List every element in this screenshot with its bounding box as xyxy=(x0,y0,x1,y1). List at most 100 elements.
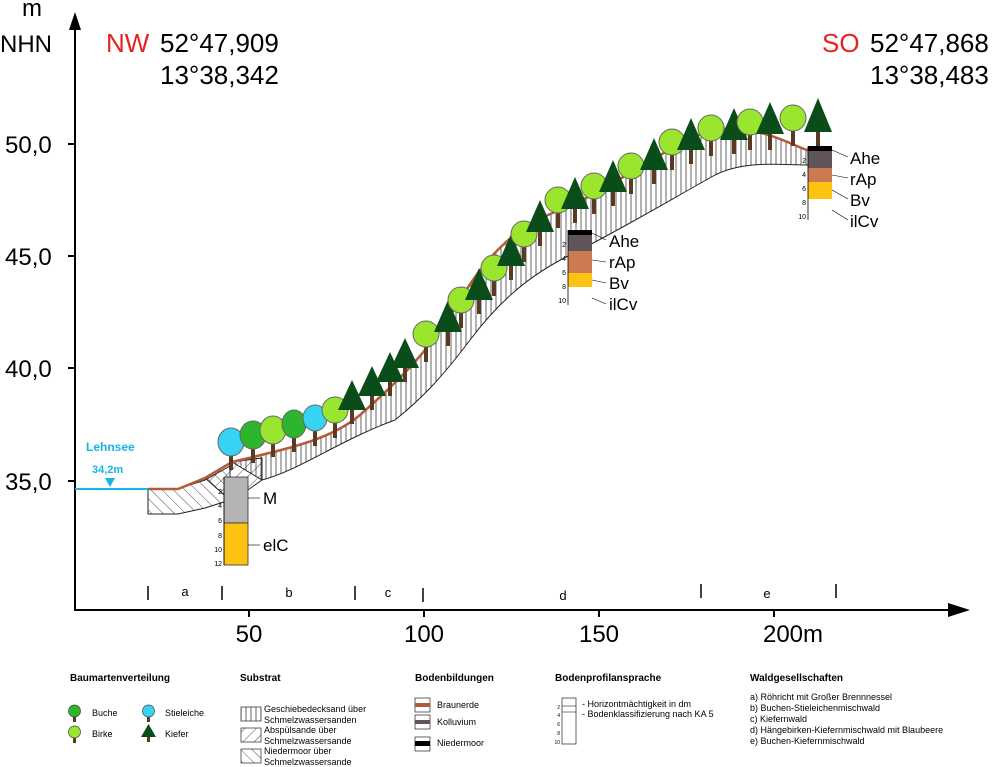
segment-a: a xyxy=(181,584,189,599)
stieleiche-icon xyxy=(142,704,155,722)
legend-item: Kolluvium xyxy=(437,717,476,727)
kolluvium-swatch xyxy=(414,714,431,730)
water-level-marker xyxy=(105,478,115,487)
legend-item: Niedermoor über Schmelzwassersande xyxy=(264,746,352,767)
lake-lehnsee: Lehnsee 34,2m xyxy=(75,440,148,490)
so-header: SO 52°47,868 13°38,483 xyxy=(822,28,989,90)
legend-item: c) Kiefernwald xyxy=(750,714,807,724)
diag2-swatch xyxy=(240,748,262,764)
horizon-label: ilCv xyxy=(850,212,879,231)
segment-b: b xyxy=(285,585,292,600)
tree-kiefer xyxy=(434,300,462,346)
depth-tick: 8 xyxy=(557,731,560,737)
horizon-label: Bv xyxy=(850,191,870,210)
so-label: SO xyxy=(822,28,860,58)
depth-tick: 2 xyxy=(562,242,566,249)
x-axis xyxy=(75,603,970,617)
legend-bodenbildungen: Bodenbildungen Braunerde Kolluvium Niede… xyxy=(414,673,494,752)
tree-kiefer xyxy=(804,98,832,146)
depth-tick: 4 xyxy=(218,503,222,510)
horizon-label: M xyxy=(263,489,277,508)
depth-tick: 4 xyxy=(557,713,560,719)
depth-tick: 10 xyxy=(558,298,566,305)
so-latitude: 52°47,868 xyxy=(870,28,989,58)
tree-buche xyxy=(239,420,267,463)
legend-baumarten: Baumartenverteilung Buche Stieleiche Bir… xyxy=(68,673,204,743)
profile-depth-scale: 2 4 6 8 10 xyxy=(558,242,566,305)
y-tick-40: 40,0 xyxy=(5,356,52,383)
legend-item: Kiefer xyxy=(165,729,189,739)
legend-title: Waldgesellschaften xyxy=(750,673,843,684)
depth-tick: 2 xyxy=(218,489,222,496)
legend-item: a) Röhricht mit Großer Brennnessel xyxy=(750,692,892,702)
nw-header: NW 52°47,909 13°38,342 xyxy=(106,28,279,90)
tree-kiefer xyxy=(526,200,554,246)
tree-birke xyxy=(779,104,807,146)
profile-depth-scale: 2 4 6 8 10 12 xyxy=(214,489,222,568)
lake-name: Lehnsee xyxy=(86,440,135,454)
x-tick-50: 50 xyxy=(236,621,263,648)
y-axis-name: NHN xyxy=(0,31,52,58)
legend-item: b) Buchen-Stieleichenmischwald xyxy=(750,703,880,713)
braunerde-swatch xyxy=(414,697,431,713)
vstripe-swatch xyxy=(240,706,262,722)
buche-icon xyxy=(68,704,81,722)
y-axis xyxy=(69,12,81,611)
y-tick-group: 50,0 45,0 40,0 35,0 xyxy=(5,132,75,496)
depth-tick: 6 xyxy=(562,270,566,277)
x-tick-group: 50 100 150 200m xyxy=(236,610,823,648)
horizon-label: rAp xyxy=(850,170,876,189)
legend-item: Niedermoor xyxy=(437,738,484,748)
legend-waldgesellschaften: Waldgesellschaften a) Röhricht mit Große… xyxy=(750,673,943,746)
legend-item: Braunerde xyxy=(437,700,479,710)
nw-label: NW xyxy=(106,28,150,58)
lake-level: 34,2m xyxy=(92,464,123,476)
depth-tick: 2 xyxy=(802,158,806,165)
birke-icon xyxy=(68,725,81,743)
depth-tick: 8 xyxy=(562,284,566,291)
tree-birke xyxy=(697,114,725,156)
trees xyxy=(217,98,832,470)
soil-profile-upper: 2 4 6 8 10 Ahe rAp Bv ilCv xyxy=(798,146,880,231)
tree-kiefer xyxy=(677,118,705,164)
tree-kiefer xyxy=(338,380,366,424)
legend-title: Baumartenverteilung xyxy=(70,673,170,684)
legend-title: Substrat xyxy=(240,673,281,684)
depth-tick: 2 xyxy=(557,705,560,711)
horizon-label: Bv xyxy=(609,274,629,293)
legend-title: Bodenbildungen xyxy=(415,673,494,684)
y-tick-50: 50,0 xyxy=(5,132,52,159)
depth-tick: 8 xyxy=(802,200,806,207)
horizon-label: Ahe xyxy=(850,149,880,168)
depth-tick: 10 xyxy=(798,214,806,221)
tree-kiefer xyxy=(640,138,668,184)
horizon-label: ilCv xyxy=(609,295,638,314)
horizon-label: Ahe xyxy=(609,232,639,251)
tree-kiefer xyxy=(391,338,419,382)
tree-kiefer xyxy=(358,366,386,410)
depth-tick: 10 xyxy=(214,547,222,554)
tree-kiefer xyxy=(599,160,627,206)
terrain-profile xyxy=(147,127,809,515)
x-tick-150: 150 xyxy=(579,621,619,648)
soil-profile-lower: 2 4 6 8 10 12 M elC xyxy=(214,476,289,568)
tree-kiefer xyxy=(497,234,525,280)
x-tick-100: 100 xyxy=(404,621,444,648)
depth-tick: 4 xyxy=(802,172,806,179)
tree-kiefer xyxy=(561,177,589,223)
segment-markers: a b c d e xyxy=(147,584,837,603)
segment-d: d xyxy=(559,588,566,603)
legend-item: Buche xyxy=(92,708,118,718)
so-longitude: 13°38,483 xyxy=(870,60,989,90)
depth-tick: 6 xyxy=(218,518,222,525)
y-tick-45: 45,0 xyxy=(5,244,52,271)
legend-bodenprofil: Bodenprofilansprache 2 4 6 8 10 - Horizo… xyxy=(554,673,713,746)
tree-kiefer xyxy=(756,102,784,150)
legend-item: Geschiebedecksand über Schmelzwassersand… xyxy=(264,704,367,725)
tree-kiefer xyxy=(376,352,404,396)
diag-swatch xyxy=(240,727,262,743)
niedermoor-swatch xyxy=(414,736,431,752)
depth-tick: 8 xyxy=(218,533,222,540)
segment-c: c xyxy=(385,585,392,600)
profile-sketch xyxy=(561,697,577,745)
